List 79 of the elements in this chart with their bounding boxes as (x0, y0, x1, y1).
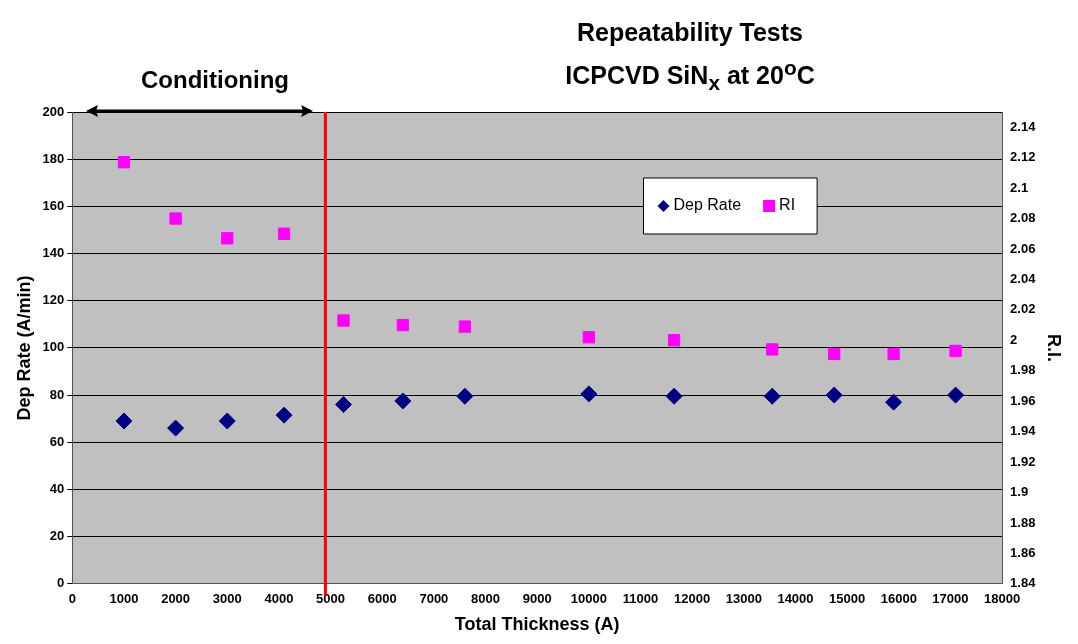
y2-tick-label: 1.92 (1010, 453, 1036, 469)
y2-tick-label: 1.9 (1010, 484, 1029, 500)
point (167, 419, 185, 437)
y2-tick-label: 2 (1010, 331, 1018, 347)
point (582, 331, 596, 344)
y-tick-label: 80 (49, 386, 65, 402)
y2-tick-label: 2.12 (1010, 149, 1036, 165)
point (949, 344, 962, 358)
point (337, 314, 350, 327)
text: Conditioning (140, 66, 290, 94)
y2-tick-label: 1.94 (1010, 423, 1037, 439)
x-tick-label: 12000 (674, 591, 711, 607)
point (221, 232, 234, 245)
y2-tick-label: 2.06 (1010, 240, 1036, 256)
y2-tick-label: 2.02 (1010, 301, 1036, 317)
y2-tick-label: 1.98 (1010, 362, 1036, 378)
x-tick-label: 2000 (161, 591, 191, 607)
y-tick-label: 60 (49, 433, 65, 449)
point (885, 393, 903, 411)
x-tick-label: 3000 (212, 591, 242, 607)
point (169, 212, 182, 225)
x-tick-label: 13000 (725, 591, 762, 607)
point (766, 343, 779, 356)
x-tick-label: 10000 (570, 591, 607, 607)
x-tick-label: 1000 (109, 591, 139, 607)
y-tick-label: 120 (42, 292, 65, 308)
x-tick-label: 8000 (471, 591, 500, 607)
x-tick-label: 11000 (622, 591, 659, 607)
y-tick-label: 140 (42, 245, 65, 261)
y2-tick-label: 1.88 (1010, 514, 1036, 530)
y-tick-label: 200 (42, 103, 65, 119)
y-tick-label: 100 (42, 339, 65, 355)
x-tick-label: 0 (68, 591, 76, 607)
point (763, 387, 781, 405)
point (117, 156, 131, 169)
chart-title: Repeatability Tests ICPCVD SiN$_{x}$ at 20$^{o}$C (564, 17, 816, 97)
point (667, 334, 681, 347)
y-tick-label: 0 (57, 575, 65, 591)
y-axis-title: Dep Rate (A/min) (13, 275, 34, 421)
y2-tick-label: 2.08 (1010, 210, 1036, 226)
x-tick-label: 5000 (316, 591, 346, 607)
y2-tick-label: 1.84 (1010, 575, 1037, 591)
point (947, 386, 965, 404)
point (458, 320, 472, 333)
point (115, 412, 133, 430)
point (456, 387, 474, 405)
legend-label: Dep Rate (673, 196, 742, 214)
x-tick-label: 18000 (984, 591, 1021, 607)
x-tick-label: 4000 (264, 591, 294, 607)
point (277, 227, 291, 240)
legend-label: RI (779, 196, 796, 214)
y-tick-label: 40 (49, 481, 65, 497)
point (828, 347, 841, 361)
x-tick-label: 15000 (829, 591, 866, 607)
point (334, 396, 352, 414)
y-tick-label: 180 (42, 150, 65, 166)
point (394, 392, 412, 410)
y-tick-label: 20 (49, 528, 65, 544)
y2-axis-title: R.I. (1044, 333, 1065, 362)
x-tick-label: 6000 (367, 591, 397, 607)
x-tick-label: 17000 (932, 591, 969, 607)
x-axis-title: Total Thickness (A) (454, 614, 620, 635)
y2-tick-label: 2.14 (1010, 118, 1037, 134)
point (275, 406, 293, 424)
x-tick-label: 14000 (777, 591, 814, 607)
y2-tick-label: 2.04 (1010, 270, 1037, 286)
point (825, 386, 843, 404)
x-tick-label: 9000 (522, 591, 552, 607)
point (887, 347, 900, 361)
y2-tick-label: 2.1 (1010, 179, 1029, 195)
x-tick-label: 7000 (419, 591, 449, 607)
y-tick-label: 160 (42, 197, 65, 213)
point (665, 387, 683, 405)
y2-tick-label: 1.86 (1010, 544, 1036, 560)
y2-tick-label: 1.96 (1010, 392, 1036, 408)
point (396, 318, 410, 332)
point (218, 412, 236, 430)
point (580, 385, 598, 403)
x-tick-label: 16000 (880, 591, 917, 607)
